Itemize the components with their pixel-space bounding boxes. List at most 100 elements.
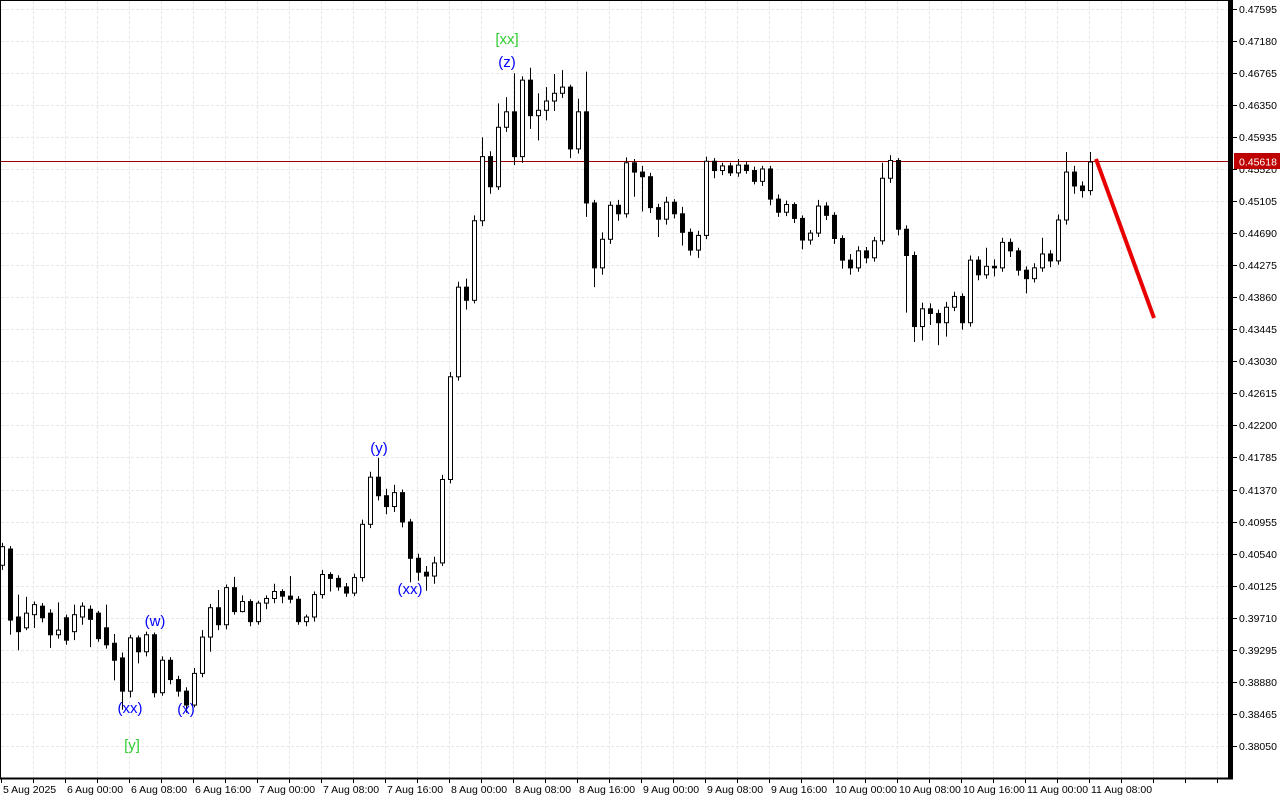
axis-separator[interactable] <box>1228 0 1233 779</box>
wave-label[interactable]: (x) <box>177 701 195 718</box>
candle <box>560 70 565 98</box>
candle-body-bear <box>64 617 69 641</box>
candle-body-bull <box>552 92 557 102</box>
candle <box>712 158 717 179</box>
time-axis-label: 10 Aug 08:00 <box>899 784 961 796</box>
candle-body-bear <box>40 605 45 619</box>
candle <box>848 253 853 275</box>
wave-label[interactable]: [xx] <box>495 31 518 48</box>
candle-body-bear <box>976 259 981 276</box>
candle-body-bull <box>256 602 261 623</box>
candle-body-bull <box>432 562 437 577</box>
candle <box>48 609 53 648</box>
price-axis[interactable]: 0.475950.471800.467650.463500.459350.455… <box>1233 4 1277 753</box>
trend-line[interactable] <box>1094 158 1156 319</box>
candle <box>128 634 133 698</box>
candle-body-bear <box>792 204 797 219</box>
candle-body-bear <box>840 238 845 261</box>
candle <box>728 162 733 176</box>
trend-line-segment[interactable] <box>1094 158 1156 319</box>
candle <box>160 656 165 696</box>
candle-body-bull <box>1040 253 1045 269</box>
candle <box>472 215 477 304</box>
candle-body-bull <box>208 607 213 638</box>
candle <box>72 604 77 641</box>
candle <box>392 484 397 512</box>
candle <box>184 687 189 713</box>
candle <box>1024 266 1029 294</box>
candle <box>968 255 973 327</box>
candle-body-bear <box>680 213 685 233</box>
wave-label[interactable]: (xx) <box>118 700 143 717</box>
candle-body-bear <box>528 79 533 117</box>
time-axis-label: 9 Aug 08:00 <box>707 784 763 796</box>
chart-frame <box>0 0 1233 780</box>
candle-body-bear <box>120 657 125 692</box>
time-axis-label: 9 Aug 16:00 <box>771 784 827 796</box>
candle <box>376 457 381 501</box>
candle-body-bear <box>512 111 517 158</box>
candle-body-bear <box>88 608 93 620</box>
time-axis[interactable]: 5 Aug 2025 6 Aug 00:00 6 Aug 08:00 6 Aug 16… <box>1 779 1218 796</box>
candle-body-bull <box>192 672 197 706</box>
candle-body-bear <box>656 207 661 220</box>
candle-body-bear <box>376 476 381 497</box>
candle <box>440 474 445 567</box>
wave-label[interactable]: [y] <box>124 737 140 754</box>
candle <box>192 667 197 708</box>
candle <box>920 302 925 341</box>
time-axis-label: 5 Aug 2025 <box>3 784 56 796</box>
candle-body-bull <box>304 616 309 623</box>
candle-body-bear <box>832 214 837 240</box>
price-axis-label: 0.39710 <box>1239 613 1277 625</box>
candle <box>344 583 349 597</box>
candle-body-bear <box>16 616 21 633</box>
candle-body-bull <box>504 111 509 128</box>
candles <box>0 67 1093 713</box>
candle <box>1008 238 1013 258</box>
candle-body-bull <box>576 111 581 150</box>
wave-label[interactable]: (xx) <box>398 581 423 598</box>
wave-label[interactable]: (y) <box>370 440 388 457</box>
candle <box>504 97 509 132</box>
candle <box>688 228 693 256</box>
candle <box>880 162 885 245</box>
candle-body-bear <box>296 598 301 623</box>
candle <box>448 372 453 484</box>
candle <box>312 591 317 622</box>
candle-body-bear <box>152 634 157 694</box>
candle <box>304 614 309 627</box>
wave-label[interactable]: (z) <box>498 54 516 71</box>
candle <box>976 256 981 281</box>
price-axis-label: 0.40125 <box>1239 581 1277 593</box>
candle-body-bull <box>608 204 613 240</box>
time-axis-label: 7 Aug 08:00 <box>323 784 379 796</box>
candle-body-bull <box>264 597 269 604</box>
candle <box>1088 151 1093 196</box>
candle <box>664 196 669 225</box>
candle-body-bear <box>896 159 901 230</box>
candle <box>928 303 933 326</box>
candle-body-bear <box>8 548 13 621</box>
candle-body-bull <box>696 234 701 251</box>
time-axis-label: 8 Aug 00:00 <box>451 784 507 796</box>
price-badge-label: 0.45618 <box>1239 157 1277 169</box>
time-axis-label: 7 Aug 16:00 <box>387 784 443 796</box>
candle-body-bull <box>72 614 77 633</box>
candle-body-bull <box>128 637 133 692</box>
price-badge-bg <box>1234 153 1280 169</box>
candle <box>1048 250 1053 268</box>
candle <box>640 165 645 212</box>
candle <box>768 165 773 206</box>
candle-body-bear <box>800 217 805 241</box>
candle <box>112 633 117 681</box>
candle-body-bear <box>1008 241 1013 252</box>
wave-labels[interactable]: [xx] (z) (y) (xx) (w) (xx) (x) [y] <box>118 31 519 754</box>
candle <box>1016 247 1021 276</box>
wave-label[interactable]: (w) <box>145 613 166 630</box>
candle <box>424 566 429 591</box>
candle-body-bull <box>368 476 373 525</box>
candle-body-bear <box>1048 253 1053 262</box>
candle <box>512 73 517 166</box>
candle-body-bull <box>24 612 29 629</box>
